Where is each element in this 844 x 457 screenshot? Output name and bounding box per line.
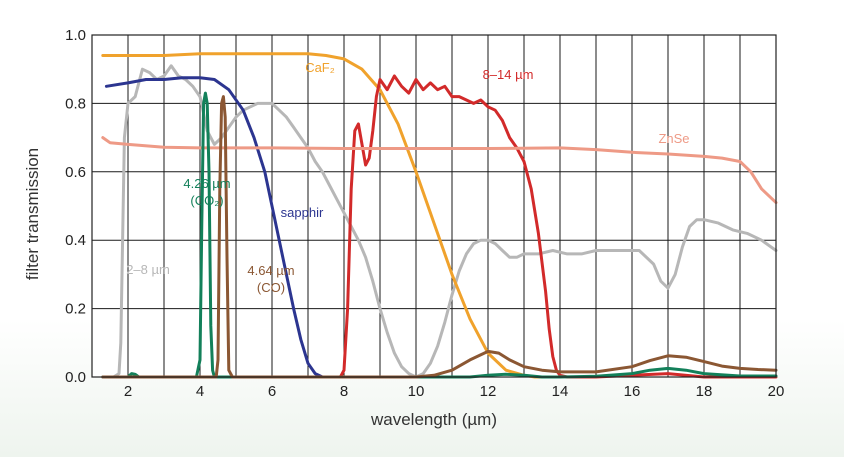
x-tick-label: 6 (268, 383, 276, 400)
x-tick-label: 8 (340, 383, 348, 400)
series-labels: 2–8 µm CaF₂ sapphir 8–14 µm ZnSe 4.26 µm (CO₂)… (126, 60, 689, 295)
series-label-3-0: 8–14 µm (483, 67, 534, 82)
y-axis-label: filter transmission (23, 148, 42, 280)
y-tick-label: 0.2 (65, 301, 86, 318)
series-label-0-0: 2–8 µm (126, 262, 170, 277)
x-axis-label: wavelength (µm) (370, 410, 497, 429)
y-tick-label: 0.0 (65, 369, 86, 386)
x-tick-label: 4 (196, 383, 204, 400)
series-label-2-0: sapphir (281, 205, 324, 220)
x-tick-label: 12 (480, 383, 497, 400)
x-tick-label: 18 (696, 383, 713, 400)
x-tick-label: 14 (552, 383, 569, 400)
series-label-6-1: (CO) (257, 280, 285, 295)
y-tick-label: 0.4 (65, 232, 86, 249)
y-tick-label: 0.6 (65, 164, 86, 181)
plot-frame (91, 34, 777, 378)
series-label-5-0: 4.26 µm (183, 176, 230, 191)
grid (92, 35, 776, 377)
x-tick-label: 10 (408, 383, 425, 400)
y-tick-label: 0.8 (65, 95, 86, 112)
series-line-4 (101, 136, 778, 205)
series-label-1-0: CaF₂ (305, 60, 335, 75)
y-tick-label: 1.0 (65, 27, 86, 44)
series-line-6 (101, 95, 778, 379)
x-tick-labels: 2 4 6 8 10 12 14 16 18 20 (124, 383, 785, 400)
x-tick-label: 2 (124, 383, 132, 400)
series-line-2 (104, 76, 332, 379)
y-tick-labels: 0.0 0.2 0.4 0.6 0.8 1.0 (65, 27, 86, 386)
series-line-1 (101, 52, 548, 379)
series-label-5-1: (CO₂) (190, 193, 223, 208)
x-tick-label: 20 (768, 383, 785, 400)
x-tick-label: 16 (624, 383, 641, 400)
series-label-6-0: 4.64 µm (247, 263, 294, 278)
series-label-4-0: ZnSe (658, 131, 689, 146)
